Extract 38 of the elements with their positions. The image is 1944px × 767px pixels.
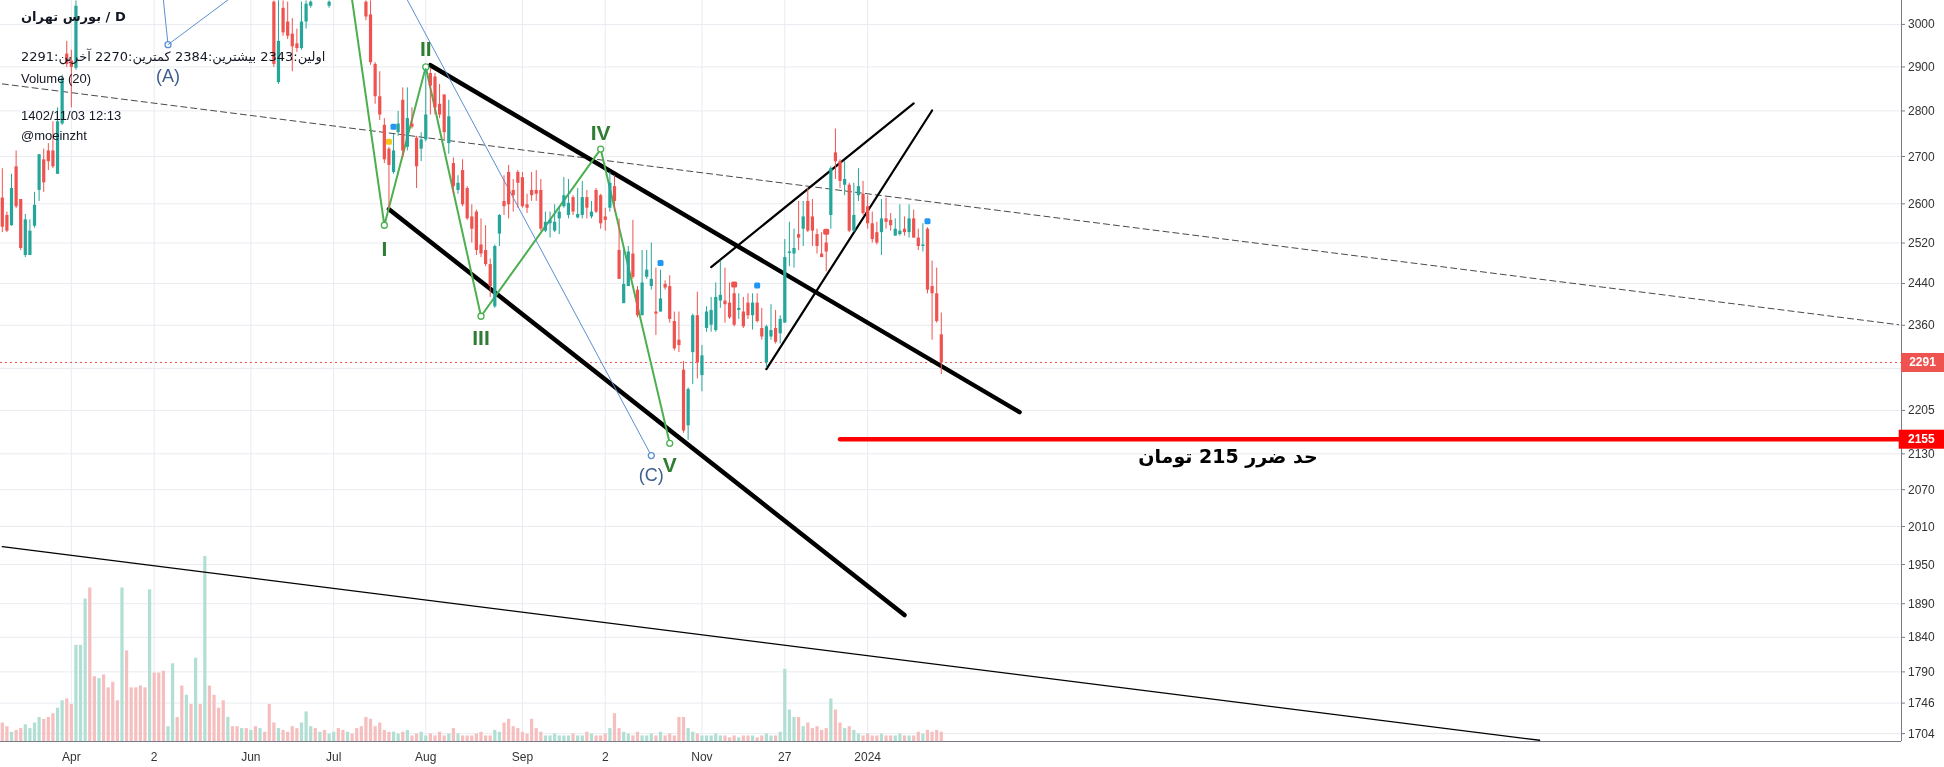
- wave-label: II: [419, 37, 432, 61]
- wave-label: III: [472, 326, 490, 350]
- x-tick-label: Aug: [415, 750, 437, 764]
- y-tick-label: 1890: [1908, 596, 1936, 611]
- y-tick-label: 3000: [1908, 17, 1936, 32]
- y-tick-label: 2360: [1908, 318, 1936, 333]
- y-tick-label: 1704: [1908, 726, 1936, 741]
- y-tick-label: 2130: [1908, 446, 1936, 461]
- y-tick-label: 2900: [1908, 59, 1936, 74]
- y-tick-label: 1746: [1908, 696, 1936, 711]
- wave-label: I: [381, 236, 388, 260]
- wave-label: IV: [590, 120, 611, 144]
- y-tick-label: 2520: [1908, 236, 1936, 251]
- x-tick-label: 2: [150, 750, 158, 764]
- y-tick-label: 2800: [1908, 103, 1936, 118]
- y-tick-label: 2440: [1908, 276, 1936, 291]
- y-tick-label: 1950: [1908, 557, 1936, 572]
- y-tick-label: 2070: [1908, 482, 1936, 497]
- x-tick-label: Jun: [241, 750, 261, 764]
- y-tick-label: 2600: [1908, 196, 1936, 211]
- x-tick-label: Jul: [326, 750, 342, 764]
- data-label: 2155: [1908, 432, 1936, 447]
- note: حد ضرر 215 تومان: [1138, 445, 1318, 468]
- x-tick-label: 2024: [854, 750, 882, 764]
- wave-label: (A): [156, 65, 180, 86]
- wave-label: V: [662, 453, 677, 477]
- y-tick-label: 2205: [1908, 403, 1936, 418]
- y-tick-label: 1840: [1908, 630, 1936, 645]
- y-tick-label: 1790: [1908, 664, 1936, 679]
- x-tick-label: Nov: [691, 750, 713, 764]
- x-tick-label: Apr: [62, 750, 81, 764]
- y-tick-label: 2010: [1908, 519, 1936, 534]
- ref-line-label: 2291: [1909, 355, 1937, 370]
- x-tick-label: 27: [778, 750, 792, 764]
- y-tick-label: 2700: [1908, 149, 1936, 164]
- wave-label: (C): [638, 465, 664, 486]
- x-tick-label: 2: [601, 750, 609, 764]
- x-tick-label: Sep: [511, 750, 534, 764]
